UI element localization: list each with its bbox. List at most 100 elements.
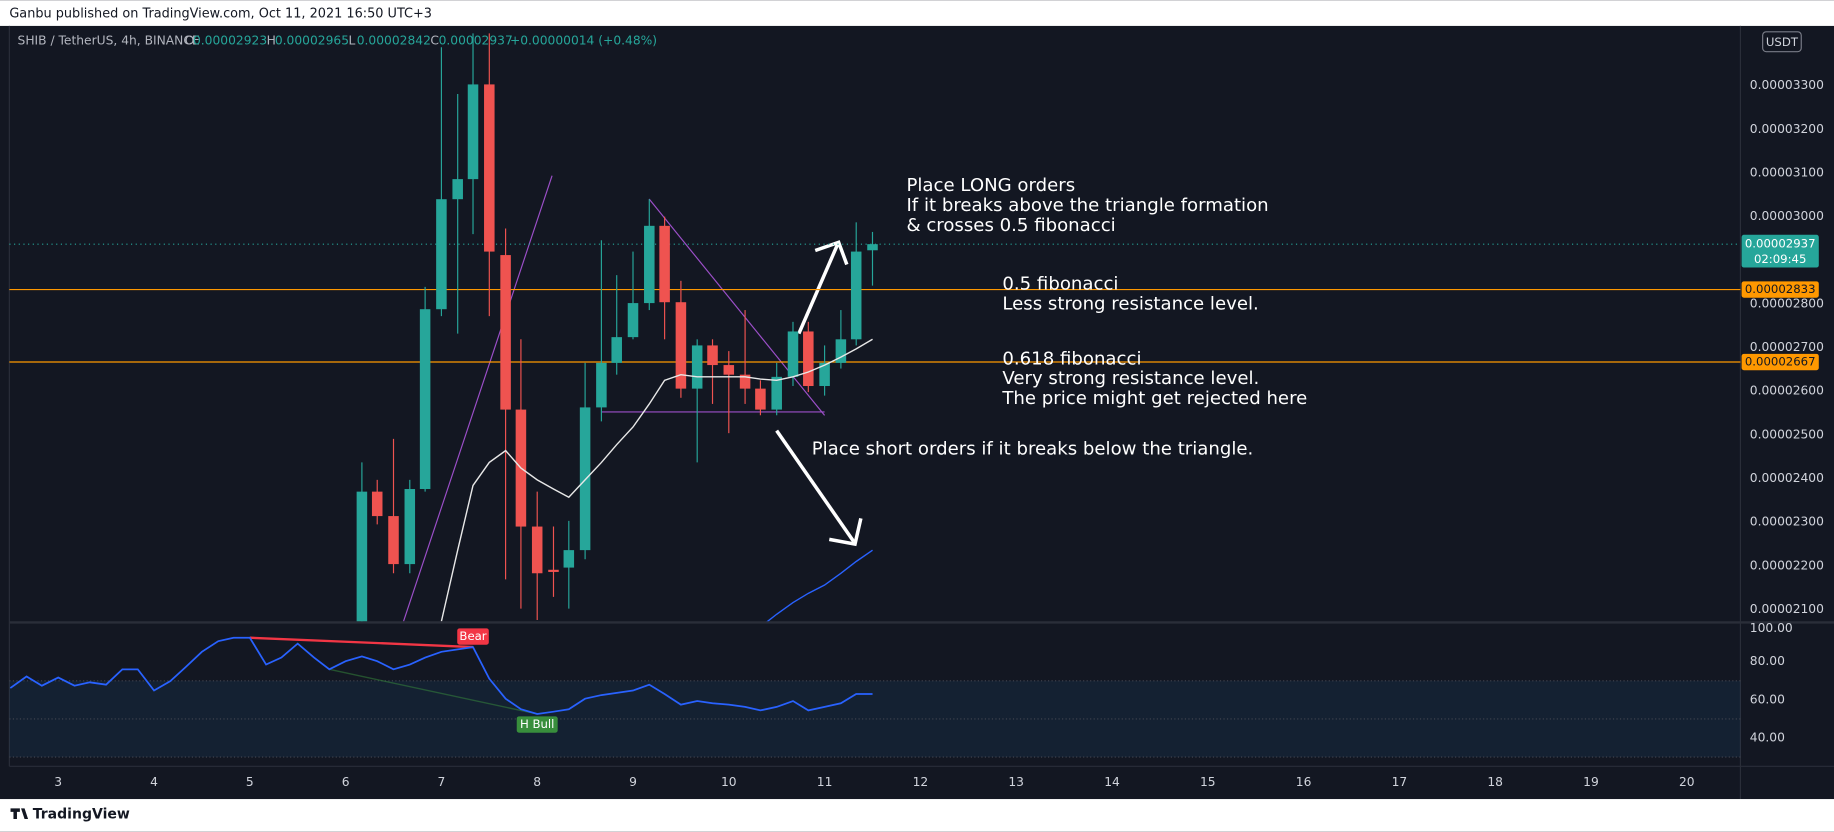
annotation: The price might get rejected here bbox=[1001, 388, 1307, 409]
rsi-tick-label: 40.00 bbox=[1750, 731, 1785, 745]
candle-body bbox=[611, 337, 622, 363]
divergence-label: H Bull bbox=[520, 717, 554, 731]
arrow-down-head bbox=[828, 517, 863, 547]
currency-badge bbox=[1762, 31, 1802, 53]
last-price-label: 0.00002937 bbox=[1745, 237, 1816, 251]
annotation: If it breaks above the triangle formatio… bbox=[906, 195, 1268, 216]
candle-body bbox=[819, 362, 830, 387]
candle-body bbox=[356, 491, 368, 622]
candle-body bbox=[452, 179, 463, 200]
change: +0.00000014 (+0.48%) bbox=[510, 34, 657, 48]
arrow-up-head bbox=[814, 240, 849, 266]
y-tick-label: 0.00002400 bbox=[1750, 471, 1824, 485]
candle-body bbox=[419, 309, 431, 490]
candle-body bbox=[627, 303, 639, 338]
candle-body bbox=[707, 345, 718, 366]
brand: TradingView bbox=[33, 806, 130, 822]
annotation: Place LONG orders bbox=[906, 175, 1075, 196]
candle-body bbox=[548, 569, 559, 572]
candle-body bbox=[579, 407, 591, 551]
x-tick-label: 12 bbox=[913, 775, 929, 789]
divergence-label: Bear bbox=[459, 629, 486, 643]
overlay-line bbox=[766, 549, 873, 622]
y-tick-label: 0.00002700 bbox=[1750, 340, 1824, 354]
ohlc-value: 0.00002965 bbox=[275, 34, 349, 48]
ohlc-label: H bbox=[267, 34, 276, 48]
arrow-down bbox=[775, 429, 856, 543]
rsi-tick-label: 60.00 bbox=[1750, 692, 1785, 706]
ohlc-label: C bbox=[430, 34, 439, 48]
x-tick-label: 18 bbox=[1487, 775, 1503, 789]
countdown: 02:09:45 bbox=[1754, 252, 1807, 266]
triangle-side bbox=[648, 198, 826, 416]
last-price-tag bbox=[1741, 234, 1819, 268]
candle-body bbox=[596, 362, 607, 408]
y-tick-label: 0.00002500 bbox=[1750, 427, 1824, 441]
annotation: Less strong resistance level. bbox=[1002, 293, 1258, 314]
y-tick-label: 0.00003200 bbox=[1750, 122, 1824, 136]
candle-body bbox=[659, 225, 670, 303]
x-tick-label: 3 bbox=[54, 775, 62, 789]
level-tag bbox=[1741, 353, 1819, 371]
candle-body bbox=[803, 331, 814, 387]
candle-body bbox=[500, 255, 511, 410]
x-tick-label: 14 bbox=[1104, 775, 1120, 789]
overlay-line bbox=[440, 338, 873, 622]
candle-body bbox=[644, 225, 655, 304]
candle-body bbox=[787, 331, 799, 377]
trend-line bbox=[402, 175, 553, 622]
symbol: SHIB / TetherUS, 4h, BINANCE bbox=[18, 34, 200, 48]
candle-body bbox=[371, 491, 383, 517]
rsi-line bbox=[9, 636, 873, 715]
candle-body bbox=[771, 376, 782, 410]
x-tick-label: 17 bbox=[1392, 775, 1408, 789]
x-tick-label: 13 bbox=[1008, 775, 1024, 789]
x-tick-label: 6 bbox=[342, 775, 350, 789]
y-tick-label: 0.00003000 bbox=[1750, 209, 1824, 223]
candle-body bbox=[867, 244, 878, 251]
ohlc: O0.00002923 H0.00002965 L 0.00002842 C 0.0000… bbox=[185, 34, 657, 48]
candle-body bbox=[755, 388, 766, 410]
candle-body bbox=[723, 365, 735, 375]
top-bar bbox=[0, 0, 1834, 26]
x-tick-label: 20 bbox=[1679, 775, 1695, 789]
divergence-line bbox=[249, 636, 474, 649]
divergence-line bbox=[329, 668, 538, 715]
x-tick-label: 9 bbox=[629, 775, 637, 789]
candle-body bbox=[563, 550, 575, 568]
logo bbox=[10, 808, 29, 819]
y-tick-label: 0.00002300 bbox=[1750, 515, 1824, 529]
candle-body bbox=[388, 516, 399, 565]
candle-body bbox=[691, 345, 703, 389]
x-tick-label: 19 bbox=[1583, 775, 1599, 789]
y-tick-label: 0.00002200 bbox=[1750, 558, 1824, 572]
divergence-tag bbox=[516, 716, 558, 733]
candle-body bbox=[850, 251, 862, 340]
y-tick-label: 0.00002800 bbox=[1750, 296, 1824, 310]
divergence-tag bbox=[457, 628, 489, 645]
ohlc-value: 0.00002923 bbox=[193, 34, 267, 48]
ohlc-value: 0.00002937 bbox=[439, 34, 513, 48]
ohlc-value: 0.00002842 bbox=[357, 34, 431, 48]
candle-body bbox=[739, 374, 751, 389]
candle-body bbox=[404, 489, 416, 565]
x-tick-label: 15 bbox=[1200, 775, 1216, 789]
rsi-tick-label: 80.00 bbox=[1750, 654, 1785, 668]
annotation: Very strong resistance level. bbox=[1002, 368, 1259, 389]
x-tick-label: 4 bbox=[150, 775, 158, 789]
annotation: 0.5 fibonacci bbox=[1002, 273, 1118, 294]
x-tick-label: 10 bbox=[721, 775, 737, 789]
candle-body bbox=[467, 84, 479, 180]
y-tick-label: 0.00002600 bbox=[1750, 384, 1824, 398]
published: Ganbu published on TradingView.com, Oct … bbox=[9, 7, 432, 22]
candle-body bbox=[531, 526, 543, 574]
candle-body bbox=[484, 84, 495, 252]
x-tick-label: 5 bbox=[246, 775, 254, 789]
x-tick-label: 16 bbox=[1296, 775, 1312, 789]
candle-body bbox=[835, 339, 847, 363]
candle-body bbox=[675, 302, 687, 389]
rsi-tick-label: 100.00 bbox=[1750, 621, 1793, 635]
